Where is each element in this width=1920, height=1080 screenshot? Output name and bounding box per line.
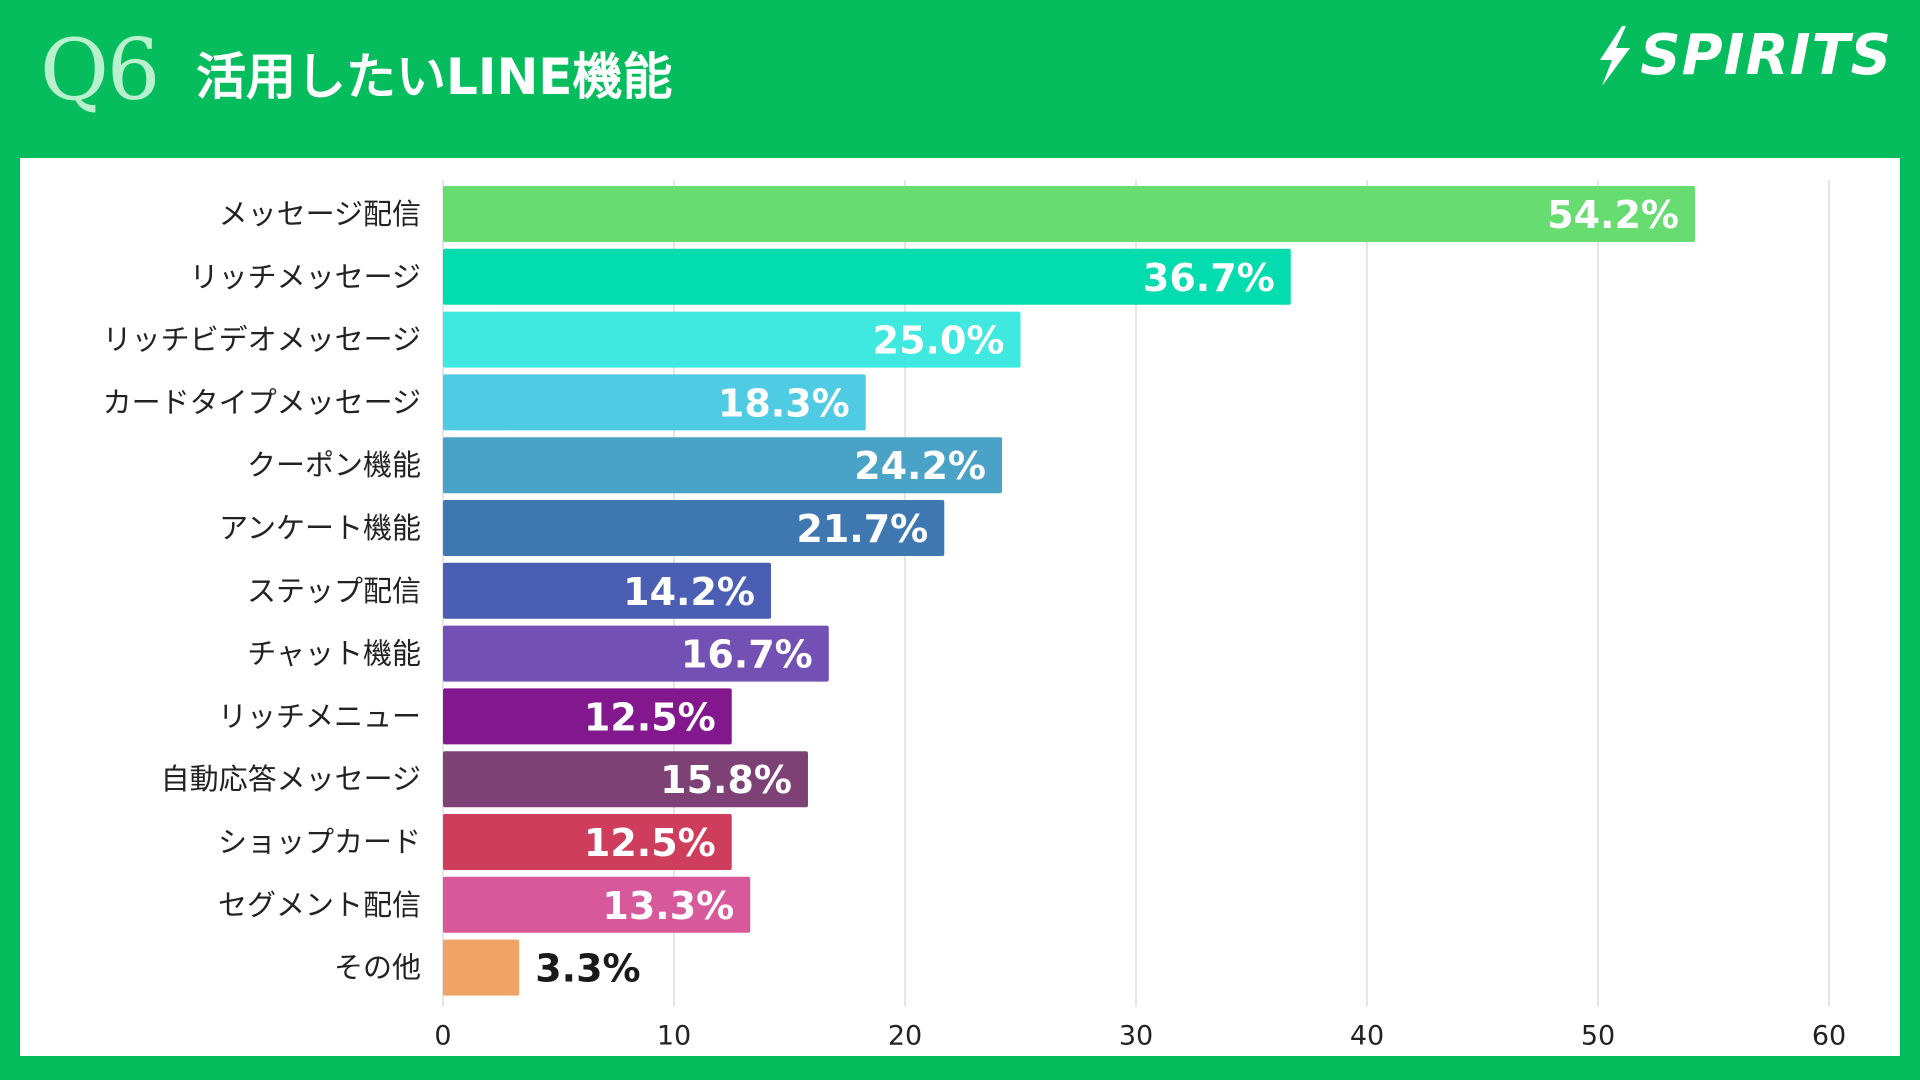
- brand-name: SPIRITS: [1640, 23, 1892, 88]
- labels: メッセージ配信 54.2% リッチメッセージ 36.7% リッチビデオメッセージ 25.0…: [103, 193, 1679, 991]
- category-label: リッチビデオメッセージ: [103, 323, 421, 357]
- x-tick-label: 10: [657, 1020, 691, 1051]
- bar: [443, 939, 520, 996]
- category-label: セグメント配信: [218, 888, 421, 922]
- data-label: 25.0%: [873, 319, 1005, 363]
- data-label: 36.7%: [1143, 256, 1275, 300]
- data-label: 13.3%: [602, 884, 734, 928]
- lightning-icon: [1600, 26, 1631, 86]
- x-tick-label: 50: [1581, 1020, 1615, 1051]
- bar: [443, 248, 1291, 305]
- bar-chart: メッセージ配信 54.2% リッチメッセージ 36.7% リッチビデオメッセージ 25.0…: [103, 180, 1846, 1051]
- bar: [443, 814, 732, 870]
- x-tick-label: 30: [1119, 1020, 1153, 1051]
- category-label: メッセージ配信: [219, 197, 421, 231]
- bar: [443, 186, 1696, 242]
- bar: [443, 562, 772, 619]
- category-label: カードタイプメッセージ: [103, 385, 421, 419]
- data-label: 14.2%: [623, 570, 755, 614]
- brand-logo: SPIRITS: [1592, 24, 1892, 88]
- category-label: チャット機能: [247, 637, 421, 671]
- category-label: ショップカード: [218, 825, 421, 859]
- data-label: 12.5%: [584, 695, 716, 739]
- data-label: 24.2%: [854, 444, 986, 488]
- data-label: 15.8%: [660, 758, 792, 802]
- category-label: アンケート機能: [219, 511, 421, 545]
- bar: [443, 688, 732, 745]
- data-label: 54.2%: [1547, 193, 1679, 237]
- category-label: リッチメッセージ: [190, 260, 421, 294]
- question-number: Q6: [40, 21, 160, 119]
- bar: [443, 751, 808, 808]
- category-label: クーポン機能: [247, 448, 421, 482]
- category-label: ステップ配信: [247, 574, 421, 608]
- page-title: 活用したいLINE機能: [196, 48, 673, 106]
- data-label: 3.3%: [535, 947, 640, 991]
- chart-panel: メッセージ配信 54.2% リッチメッセージ 36.7% リッチビデオメッセージ 25.0…: [20, 158, 1900, 1056]
- category-label: その他: [334, 951, 421, 985]
- x-tick-label: 20: [888, 1020, 922, 1051]
- x-tick-label: 40: [1350, 1020, 1384, 1051]
- x-tick-label: 60: [1812, 1020, 1846, 1051]
- bar: [443, 876, 751, 933]
- category-label: 自動応答メッセージ: [161, 762, 421, 796]
- x-tick-label: 0: [434, 1020, 451, 1051]
- bar: [443, 311, 1021, 368]
- data-label: 21.7%: [796, 507, 928, 551]
- data-label: 16.7%: [681, 633, 813, 677]
- category-label: リッチメニュー: [218, 699, 421, 733]
- data-label: 12.5%: [584, 821, 716, 865]
- x-axis-ticks: 0 10 20 30 40 50 60: [434, 1020, 1846, 1051]
- bar: [443, 625, 829, 682]
- bar: [443, 437, 1003, 494]
- bar: [443, 374, 866, 431]
- data-label: 18.3%: [718, 381, 850, 425]
- bars: [443, 186, 1696, 996]
- bar: [443, 500, 945, 556]
